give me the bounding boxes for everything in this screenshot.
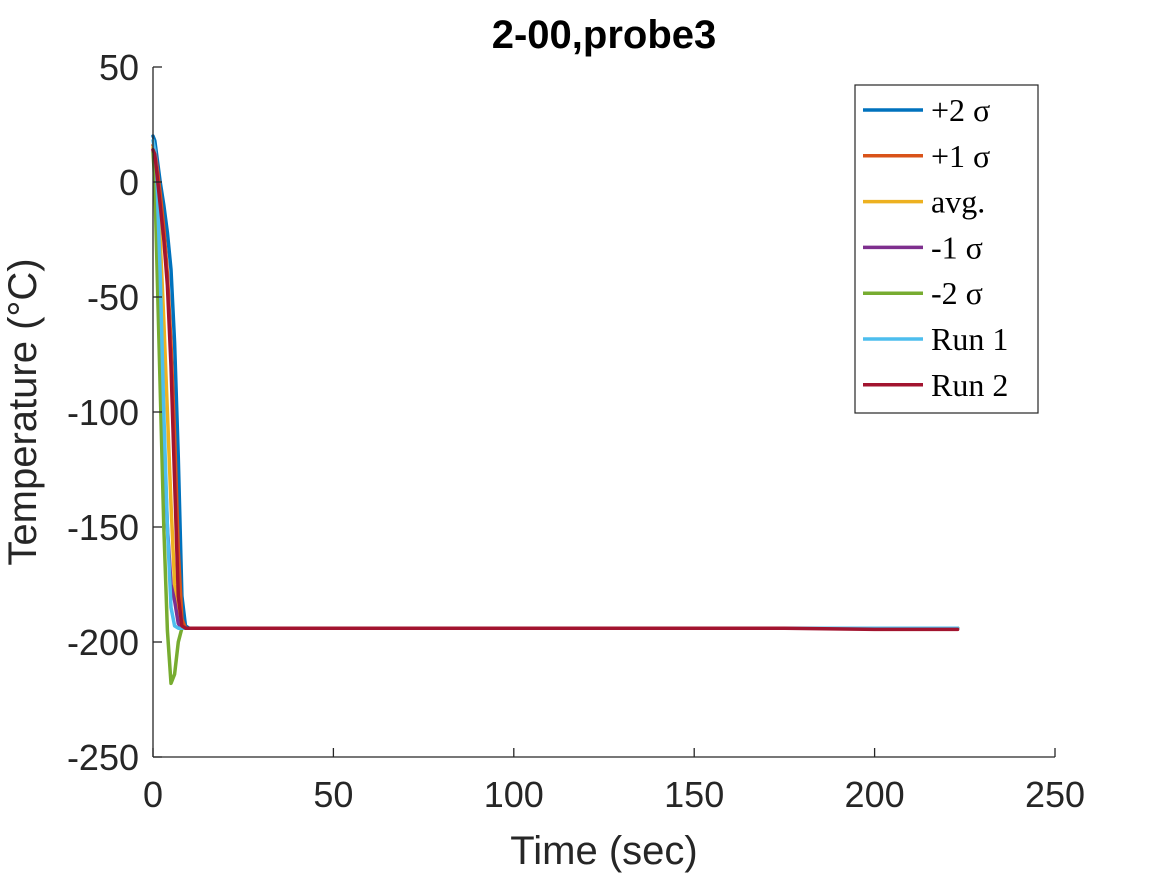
y-axis-title: Temperature (°C) — [1, 258, 45, 565]
legend-label: Run 1 — [931, 321, 1008, 357]
x-tick-label: 200 — [845, 774, 905, 815]
y-tick-label: -100 — [67, 392, 139, 433]
series-line-2 — [151, 145, 960, 630]
y-tick-label: -50 — [87, 277, 139, 318]
y-tick-label: -200 — [67, 622, 139, 663]
series-line-3 — [151, 148, 960, 630]
series-line-0 — [151, 134, 960, 630]
legend-label: -2 σ — [931, 275, 983, 311]
series-line-5 — [151, 138, 960, 630]
legend-entries: +2 σ +1 σ avg. -1 σ -2 σ Run 1 Run 2 — [863, 92, 1008, 403]
legend: +2 σ +1 σ avg. -1 σ -2 σ Run 1 Run 2 — [854, 84, 1039, 414]
x-ticks: 0 50 100 150 200 250 — [143, 748, 1085, 815]
legend-label: avg. — [931, 184, 985, 220]
x-tick-label: 50 — [313, 774, 353, 815]
x-tick-label: 250 — [1025, 774, 1085, 815]
series-layer — [151, 134, 960, 686]
chart-title: 2-00,probe3 — [492, 13, 717, 57]
x-tick-label: 100 — [484, 774, 544, 815]
legend-label: -1 σ — [931, 229, 983, 265]
y-tick-label: 50 — [99, 47, 139, 88]
x-tick-label: 150 — [664, 774, 724, 815]
legend-label: Run 2 — [931, 367, 1008, 403]
series-line-1 — [151, 143, 960, 630]
legend-label: +1 σ — [931, 138, 990, 174]
y-tick-label: -250 — [67, 737, 139, 778]
y-tick-label: -150 — [67, 507, 139, 548]
x-axis-title: Time (sec) — [510, 829, 697, 873]
series-line-4 — [151, 150, 960, 686]
x-tick-label: 0 — [143, 774, 163, 815]
y-ticks: -250 -200 -150 -100 -50 0 50 — [67, 47, 162, 778]
y-tick-label: 0 — [119, 162, 139, 203]
series-line-6 — [151, 148, 960, 632]
legend-label: +2 σ — [931, 92, 990, 128]
